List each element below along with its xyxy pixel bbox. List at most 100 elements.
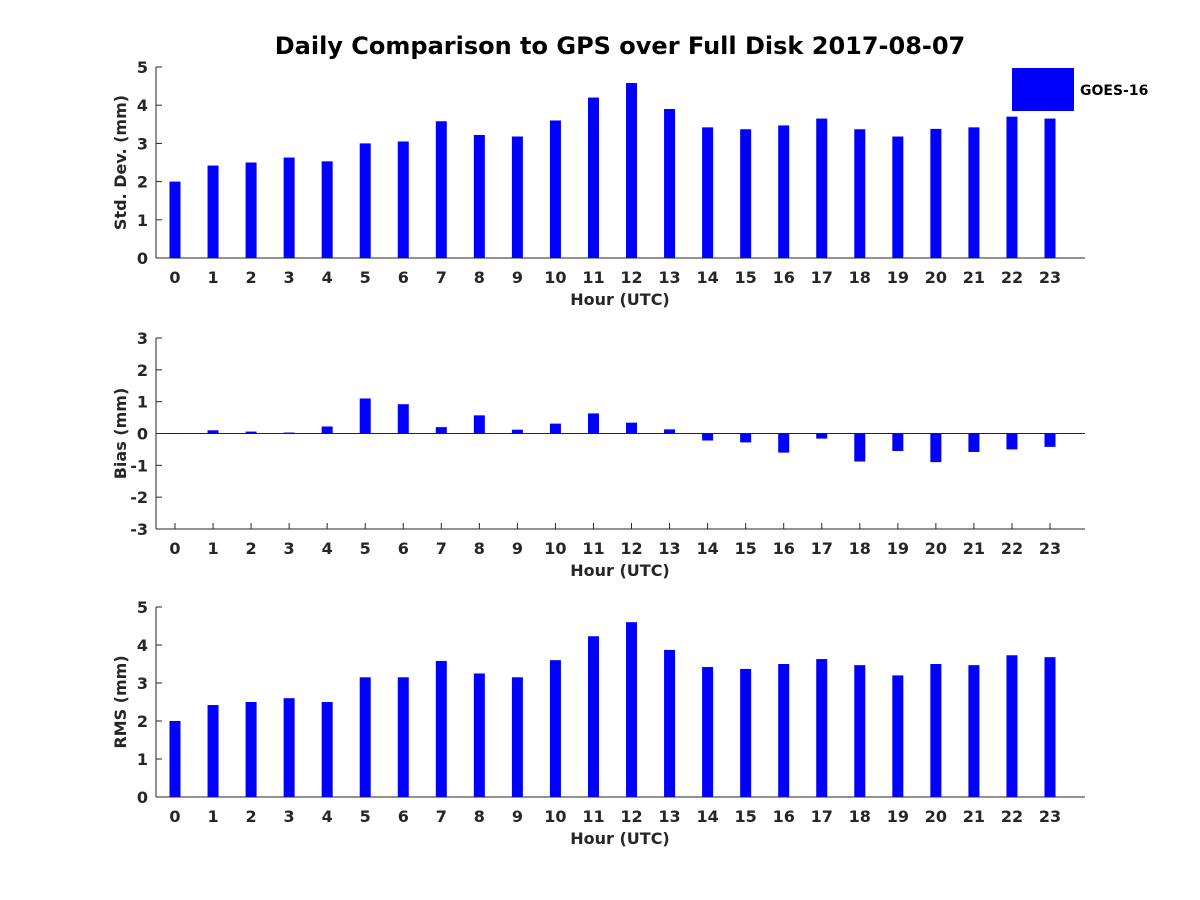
bias-x-tick-label: 23 bbox=[1039, 539, 1061, 558]
std-dev-x-tick-label: 15 bbox=[735, 268, 757, 287]
rms-x-tick-label: 17 bbox=[811, 807, 833, 826]
rms-x-tick-label: 20 bbox=[925, 807, 947, 826]
bias-x-tick-label: 15 bbox=[735, 539, 757, 558]
std-dev-bar-17 bbox=[816, 118, 828, 258]
std-dev-bar-22 bbox=[1006, 116, 1018, 258]
rms-bar-4 bbox=[321, 702, 333, 797]
std-dev-bar-8 bbox=[473, 134, 485, 258]
rms-y-tick-label: 0 bbox=[137, 788, 148, 807]
std-dev-bar-0 bbox=[169, 181, 181, 258]
bias-x-tick-label: 3 bbox=[284, 539, 295, 558]
rms-x-tick-label: 19 bbox=[887, 807, 909, 826]
bias-x-tick-label: 6 bbox=[398, 539, 409, 558]
bias-bar-2 bbox=[245, 431, 257, 434]
rms-bar-22 bbox=[1006, 655, 1018, 797]
std-dev-x-tick-label: 21 bbox=[963, 268, 985, 287]
bias-bar-9 bbox=[511, 429, 523, 434]
std-dev-x-tick-label: 11 bbox=[582, 268, 604, 287]
rms-bar-10 bbox=[549, 660, 561, 797]
bias-x-tick-label: 19 bbox=[887, 539, 909, 558]
rms-bar-3 bbox=[283, 698, 295, 797]
rms-x-tick-label: 22 bbox=[1001, 807, 1023, 826]
rms-bar-12 bbox=[626, 622, 638, 797]
std-dev-bar-15 bbox=[740, 129, 752, 258]
rms-bar-15 bbox=[740, 668, 752, 797]
std-dev-bar-6 bbox=[397, 141, 409, 258]
rms-y-tick-label: 2 bbox=[137, 712, 148, 731]
bias-bar-10 bbox=[549, 423, 561, 434]
bias-x-tick-label: 7 bbox=[436, 539, 447, 558]
bias-bar-7 bbox=[435, 427, 447, 434]
bias-bar-1 bbox=[207, 430, 219, 434]
rms-bar-2 bbox=[245, 702, 257, 797]
rms-bar-5 bbox=[359, 677, 371, 797]
bias-x-tick-label: 11 bbox=[582, 539, 604, 558]
bias-x-tick-label: 21 bbox=[963, 539, 985, 558]
std-dev-x-tick-label: 13 bbox=[658, 268, 680, 287]
bias-bar-4 bbox=[321, 426, 333, 434]
bias-bar-17 bbox=[816, 433, 828, 439]
std-dev-y-tick-label: 4 bbox=[137, 96, 148, 115]
bias-bar-14 bbox=[702, 433, 714, 441]
std-dev-bar-12 bbox=[626, 83, 638, 258]
bias-y-tick-label: -2 bbox=[130, 488, 148, 507]
std-dev-y-tick-label: 3 bbox=[137, 134, 148, 153]
std-dev-x-tick-label: 14 bbox=[696, 268, 718, 287]
rms-bar-19 bbox=[892, 675, 904, 797]
std-dev-x-tick-label: 0 bbox=[169, 268, 180, 287]
std-dev-y-tick-label: 5 bbox=[137, 58, 148, 77]
std-dev-x-tick-label: 9 bbox=[512, 268, 523, 287]
bias-bar-6 bbox=[397, 404, 409, 434]
legend-label: GOES-16 bbox=[1080, 83, 1148, 99]
bias-bar-3 bbox=[283, 432, 295, 434]
rms-bar-9 bbox=[511, 677, 523, 797]
std-dev-bar-18 bbox=[854, 129, 866, 258]
rms-bar-20 bbox=[930, 664, 942, 797]
rms-bar-11 bbox=[587, 636, 599, 797]
bias-x-tick-label: 2 bbox=[246, 539, 257, 558]
bias-y-label: Bias (mm) bbox=[111, 388, 130, 480]
bias-bar-19 bbox=[892, 433, 904, 452]
bias-y-tick-label: 1 bbox=[137, 393, 148, 412]
bias-bar-0 bbox=[169, 433, 181, 434]
std-dev-x-tick-label: 20 bbox=[925, 268, 947, 287]
rms-x-tick-label: 9 bbox=[512, 807, 523, 826]
figure-title: Daily Comparison to GPS over Full Disk 2… bbox=[275, 32, 966, 60]
std-dev-bar-2 bbox=[245, 162, 257, 258]
bias-y-tick-label: -1 bbox=[130, 456, 148, 475]
std-dev-x-tick-label: 17 bbox=[811, 268, 833, 287]
bias-x-tick-label: 10 bbox=[544, 539, 566, 558]
std-dev-x-tick-label: 10 bbox=[544, 268, 566, 287]
rms-y-label: RMS (mm) bbox=[111, 655, 130, 748]
bias-bar-12 bbox=[626, 422, 638, 434]
bias-x-tick-label: 18 bbox=[849, 539, 871, 558]
std-dev-bar-1 bbox=[207, 165, 219, 258]
bias-x-tick-label: 8 bbox=[474, 539, 485, 558]
rms-bar-6 bbox=[397, 677, 409, 797]
rms-x-tick-label: 7 bbox=[436, 807, 447, 826]
rms-bar-21 bbox=[968, 665, 980, 797]
rms-x-tick-label: 3 bbox=[284, 807, 295, 826]
rms-bar-16 bbox=[778, 664, 790, 797]
std-dev-bar-16 bbox=[778, 125, 790, 258]
std-dev-bar-21 bbox=[968, 127, 980, 258]
rms-x-tick-label: 16 bbox=[773, 807, 795, 826]
rms-bar-17 bbox=[816, 659, 828, 797]
rms-bar-14 bbox=[702, 667, 714, 797]
rms-y-tick-label: 3 bbox=[137, 674, 148, 693]
std-dev-bar-10 bbox=[549, 120, 561, 258]
std-dev-bar-14 bbox=[702, 127, 714, 258]
rms-x-tick-label: 21 bbox=[963, 807, 985, 826]
rms-y-tick-label: 5 bbox=[137, 598, 148, 617]
bias-bar-8 bbox=[473, 415, 485, 434]
bias-x-tick-label: 22 bbox=[1001, 539, 1023, 558]
std-dev-y-tick-label: 0 bbox=[137, 249, 148, 268]
rms-x-tick-label: 23 bbox=[1039, 807, 1061, 826]
std-dev-bar-7 bbox=[435, 121, 447, 258]
std-dev-x-tick-label: 22 bbox=[1001, 268, 1023, 287]
std-dev-x-tick-label: 12 bbox=[620, 268, 642, 287]
std-dev-x-tick-label: 6 bbox=[398, 268, 409, 287]
